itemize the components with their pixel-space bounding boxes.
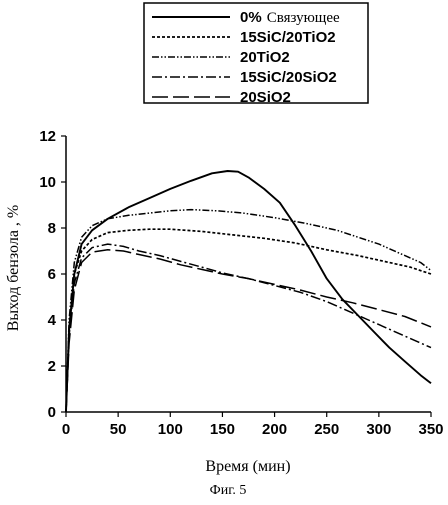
legend: 0% Связующее 15SiC/20TiO2 20TiO2 15SiC/20SiO… [143,2,369,106]
plot-area: 0 2 4 6 8 10 12 0 50 100 150 200 250 300 350 [39,128,443,438]
x-tick-label: 300 [366,421,391,438]
y-tick-label: 8 [48,220,56,237]
x-tick-label: 350 [418,421,443,438]
series-line-2 [65,228,432,413]
x-tick-label: 100 [158,421,183,438]
y-tick-label: 10 [39,174,56,191]
x-tick-label: 50 [110,421,127,438]
y-axis-title: Выход бензола , % [5,205,22,332]
y-tick-label: 2 [48,358,56,375]
series-line-4 [65,243,432,413]
x-tick-label: 200 [262,421,287,438]
legend-label-4: 15SiC/20SiO2 [240,69,337,86]
legend-label-2: 15SiC/20TiO2 [240,29,336,46]
y-tick-label: 12 [39,128,56,145]
legend-label-5: 20SiO2 [240,89,291,106]
legend-label-3: 20TiO2 [240,49,290,66]
y-tick-label: 4 [48,312,57,329]
x-axis-title: Время (мин) [205,458,290,475]
legend-box [143,2,369,104]
series-line-3 [65,208,432,413]
y-tick-label: 6 [48,266,56,283]
x-tick-label: 150 [210,421,235,438]
x-tick-label: 250 [314,421,339,438]
legend-label-1: 0% Связующее [240,9,340,26]
y-tick-label: 0 [48,404,56,421]
series-line-5 [65,249,432,413]
series-line-1 [65,170,432,413]
x-tick-label: 0 [62,421,70,438]
figure-caption: Фиг. 5 [210,483,247,498]
